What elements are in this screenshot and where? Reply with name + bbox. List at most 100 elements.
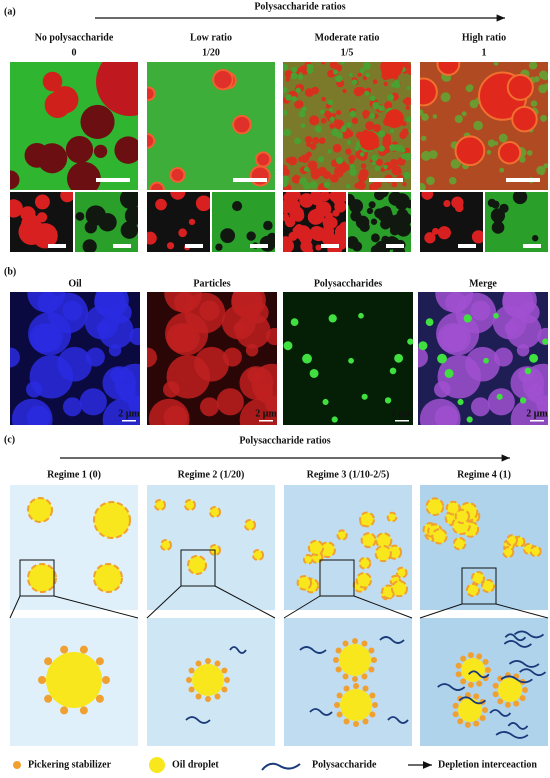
oil-droplet bbox=[93, 501, 131, 539]
oil-droplet bbox=[46, 652, 102, 708]
droplet bbox=[288, 231, 298, 241]
scale-bar bbox=[113, 244, 131, 248]
droplet bbox=[334, 119, 344, 130]
droplet bbox=[368, 183, 378, 190]
stabilizer bbox=[455, 671, 462, 678]
droplet bbox=[373, 124, 381, 132]
droplet bbox=[255, 151, 272, 168]
droplet bbox=[119, 192, 138, 210]
column-title: Low ratio bbox=[190, 32, 232, 43]
droplet bbox=[328, 107, 333, 112]
droplet bbox=[543, 83, 548, 90]
droplet bbox=[400, 148, 406, 153]
droplet bbox=[390, 128, 395, 133]
droplet bbox=[451, 196, 464, 209]
droplet bbox=[309, 143, 317, 150]
zoom-square bbox=[319, 559, 355, 597]
oil-droplet bbox=[395, 566, 408, 579]
polysaccharide-spot bbox=[418, 341, 428, 351]
legend-stabilizer bbox=[13, 761, 21, 769]
droplet bbox=[526, 150, 533, 156]
droplet bbox=[506, 313, 542, 349]
droplet bbox=[283, 213, 290, 222]
droplet bbox=[336, 157, 344, 165]
droplet bbox=[383, 81, 388, 87]
oil-droplet bbox=[390, 580, 409, 598]
oil-droplet bbox=[160, 539, 172, 551]
scale-bar bbox=[122, 420, 136, 422]
panel-label: (c) bbox=[4, 434, 15, 445]
column-title: High ratio bbox=[462, 32, 506, 43]
droplet bbox=[335, 110, 342, 116]
droplet bbox=[330, 173, 339, 183]
oil-droplet bbox=[192, 664, 224, 696]
arrow-label: Polysaccharide ratios bbox=[239, 435, 330, 446]
oil-droplet bbox=[386, 511, 398, 523]
micrograph: 2 μm bbox=[283, 292, 413, 425]
droplet bbox=[315, 244, 322, 251]
droplet bbox=[437, 226, 451, 240]
oil-droplet bbox=[184, 499, 196, 511]
droplet bbox=[10, 347, 20, 368]
zoom-line bbox=[146, 585, 182, 619]
droplet bbox=[233, 321, 247, 336]
droplet bbox=[351, 79, 358, 86]
droplet bbox=[313, 216, 320, 223]
droplet bbox=[363, 62, 371, 70]
legend-polysaccharide bbox=[261, 762, 301, 771]
stabilizer bbox=[79, 645, 88, 654]
droplet bbox=[291, 72, 296, 77]
droplet bbox=[149, 181, 165, 190]
scale-label: 2 μm bbox=[526, 408, 548, 419]
stabilizer bbox=[195, 693, 202, 700]
polysaccharide-spot bbox=[358, 312, 364, 319]
legend-label: Depletion interceaction bbox=[438, 759, 537, 770]
droplet bbox=[533, 76, 540, 83]
droplet bbox=[283, 109, 288, 116]
stabilizer bbox=[492, 691, 499, 698]
droplet bbox=[329, 123, 335, 129]
oil-droplet bbox=[154, 499, 166, 511]
droplet bbox=[283, 131, 287, 136]
droplet bbox=[283, 238, 295, 252]
polysaccharide bbox=[387, 716, 409, 724]
column-title: No polysaccharide bbox=[35, 32, 114, 43]
droplet bbox=[491, 221, 505, 234]
stabilizer bbox=[362, 685, 369, 692]
droplet bbox=[98, 313, 134, 349]
stabilizer bbox=[224, 677, 230, 683]
polysaccharide bbox=[458, 696, 487, 705]
droplet bbox=[391, 181, 398, 188]
droplet bbox=[487, 198, 497, 208]
droplet bbox=[325, 216, 338, 229]
column-title: Particles bbox=[193, 278, 230, 289]
zoom-line bbox=[353, 595, 413, 619]
droplet bbox=[434, 405, 459, 425]
stabilizer bbox=[519, 695, 526, 702]
stabilizer bbox=[467, 652, 474, 659]
droplet bbox=[321, 62, 326, 65]
stabilizer bbox=[335, 666, 342, 673]
droplet bbox=[283, 168, 290, 177]
droplet bbox=[247, 367, 263, 383]
scale-bar bbox=[48, 244, 66, 248]
droplet bbox=[440, 92, 451, 103]
oil-droplet bbox=[307, 539, 325, 556]
droplet bbox=[499, 167, 505, 173]
stabilizer bbox=[473, 720, 480, 727]
micrograph bbox=[147, 62, 275, 190]
droplet bbox=[421, 192, 434, 200]
droplet bbox=[365, 72, 370, 78]
polysaccharide-spot bbox=[529, 353, 539, 363]
droplet bbox=[231, 292, 266, 318]
droplet bbox=[499, 203, 509, 214]
oil-droplet bbox=[481, 579, 495, 593]
droplet bbox=[469, 99, 479, 109]
droplet bbox=[114, 136, 138, 164]
legend-label: Polysaccharide bbox=[312, 759, 377, 770]
droplet bbox=[305, 89, 312, 97]
droplet bbox=[291, 66, 298, 73]
droplet bbox=[110, 367, 126, 383]
droplet bbox=[371, 154, 379, 162]
stabilizer bbox=[342, 640, 349, 647]
